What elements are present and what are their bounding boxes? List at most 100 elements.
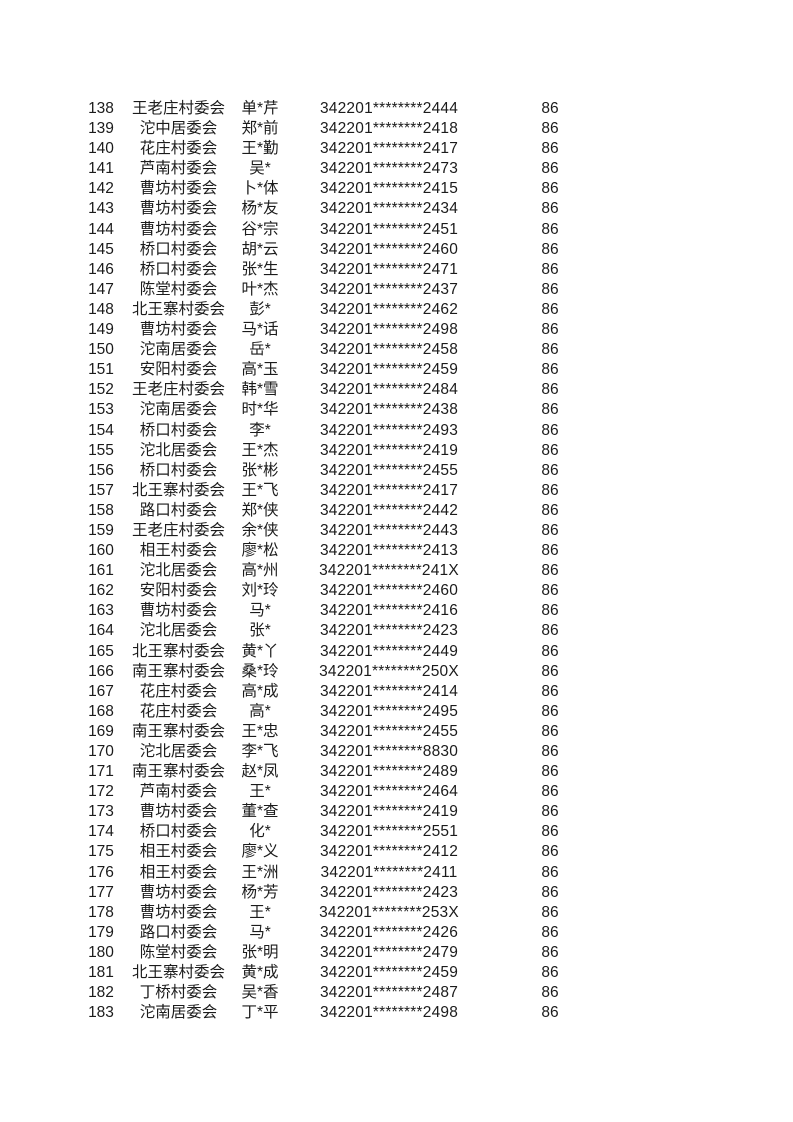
organization-cell: 曹坊村委会: [139, 803, 218, 821]
table-row: 180 陈堂村委会 张*明 342201********2479 86: [71, 943, 616, 963]
id-number-masked-cell: 342201********2415: [319, 180, 459, 198]
organization-cell: 北王寨村委会: [131, 300, 225, 318]
row-number-cell: 152: [88, 381, 114, 399]
id-number-masked-cell: 342201********2416: [319, 602, 459, 620]
organization-cell: 桥口村委会: [139, 823, 218, 841]
table-row: 146 桥口村委会 张*生 342201********2471 86: [71, 260, 616, 280]
score-cell: 86: [541, 542, 559, 560]
organization-cell: 曹坊村委会: [139, 200, 218, 218]
person-name-cell: 桑*玲: [241, 662, 279, 680]
score-cell: 86: [541, 702, 559, 720]
row-number-cell: 169: [88, 722, 114, 740]
id-number-masked-cell: 342201********2418: [319, 120, 459, 138]
person-name-cell: 单*芹: [241, 100, 279, 117]
id-number-masked-cell: 342201********2459: [319, 361, 459, 379]
person-name-cell: 高*州: [241, 562, 279, 580]
table-row: 170 沱北居委会 李*飞 342201********8830 86: [71, 742, 616, 762]
table-row: 148 北王寨村委会 彭* 342201********2462 86: [71, 300, 616, 320]
row-number-cell: 183: [88, 1004, 114, 1022]
organization-cell: 花庄村委会: [139, 140, 218, 158]
score-cell: 86: [541, 381, 559, 399]
row-number-cell: 144: [88, 220, 114, 238]
id-number-masked-cell: 342201********241X: [319, 562, 459, 580]
person-name-cell: 岳*: [249, 341, 271, 359]
id-number-masked-cell: 342201********2471: [319, 260, 459, 278]
id-number-masked-cell: 342201********2479: [319, 943, 459, 961]
id-number-masked-cell: 342201********2444: [319, 100, 459, 117]
organization-cell: 陈堂村委会: [139, 280, 218, 298]
score-cell: 86: [541, 160, 559, 178]
id-number-masked-cell: 342201********2426: [319, 923, 459, 941]
id-number-masked-cell: 342201********2414: [319, 682, 459, 700]
row-number-cell: 162: [88, 582, 114, 600]
id-number-masked-cell: 342201********2460: [319, 582, 459, 600]
row-number-cell: 159: [88, 521, 114, 539]
row-number-cell: 146: [88, 260, 114, 278]
score-cell: 86: [541, 140, 559, 158]
organization-cell: 沱北居委会: [139, 562, 218, 580]
score-cell: 86: [541, 903, 559, 921]
id-number-masked-cell: 342201********253X: [319, 903, 459, 921]
person-name-cell: 高*玉: [241, 361, 279, 379]
organization-cell: 桥口村委会: [139, 461, 218, 479]
score-cell: 86: [541, 501, 559, 519]
score-cell: 86: [541, 803, 559, 821]
row-number-cell: 150: [88, 341, 114, 359]
table-row: 147 陈堂村委会 叶*杰 342201********2437 86: [71, 280, 616, 300]
score-cell: 86: [541, 100, 559, 117]
table-row: 165 北王寨村委会 黄*丫 342201********2449 86: [71, 642, 616, 662]
table-row: 153 沱南居委会 时*华 342201********2438 86: [71, 400, 616, 420]
organization-cell: 陈堂村委会: [139, 943, 218, 961]
person-name-cell: 张*彬: [241, 461, 279, 479]
table-row: 166 南王寨村委会 桑*玲 342201********250X 86: [71, 662, 616, 682]
score-cell: 86: [541, 863, 559, 881]
score-cell: 86: [541, 622, 559, 640]
organization-cell: 曹坊村委会: [139, 883, 218, 901]
organization-cell: 路口村委会: [139, 501, 218, 519]
person-name-cell: 王*飞: [241, 481, 279, 499]
table-row: 163 曹坊村委会 马* 342201********2416 86: [71, 601, 616, 621]
organization-cell: 丁桥村委会: [139, 984, 218, 1002]
person-name-cell: 赵*凤: [241, 763, 279, 781]
id-number-masked-cell: 342201********2419: [319, 803, 459, 821]
row-number-cell: 145: [88, 240, 114, 258]
organization-cell: 曹坊村委会: [139, 321, 218, 339]
person-name-cell: 杨*友: [241, 200, 279, 218]
table-row: 161 沱北居委会 高*州 342201********241X 86: [71, 561, 616, 581]
organization-cell: 安阳村委会: [139, 361, 218, 379]
id-number-masked-cell: 342201********2462: [319, 300, 459, 318]
table-row: 144 曹坊村委会 谷*宗 342201********2451 86: [71, 220, 616, 240]
id-number-masked-cell: 342201********2464: [319, 783, 459, 801]
id-number-masked-cell: 342201********2455: [319, 722, 459, 740]
table-row: 157 北王寨村委会 王*飞 342201********2417 86: [71, 481, 616, 501]
table-row: 169 南王寨村委会 王*忠 342201********2455 86: [71, 722, 616, 742]
table-row: 167 花庄村委会 高*成 342201********2414 86: [71, 682, 616, 702]
table-row: 173 曹坊村委会 董*查 342201********2419 86: [71, 802, 616, 822]
organization-cell: 桥口村委会: [139, 240, 218, 258]
person-name-cell: 杨*芳: [241, 883, 279, 901]
table-row: 139 沱中居委会 郑*前 342201********2418 86: [71, 119, 616, 139]
table-row: 172 芦南村委会 王* 342201********2464 86: [71, 782, 616, 802]
id-number-masked-cell: 342201********2484: [319, 381, 459, 399]
row-number-cell: 171: [88, 763, 114, 781]
row-number-cell: 139: [88, 120, 114, 138]
person-name-cell: 高*: [249, 702, 271, 720]
score-cell: 86: [541, 923, 559, 941]
table-row: 156 桥口村委会 张*彬 342201********2455 86: [71, 461, 616, 481]
person-name-cell: 卜*体: [241, 180, 279, 198]
person-name-cell: 郑*侠: [241, 501, 279, 519]
score-cell: 86: [541, 280, 559, 298]
row-number-cell: 170: [88, 743, 114, 760]
row-number-cell: 161: [88, 562, 114, 580]
table-row: 145 桥口村委会 胡*云 342201********2460 86: [71, 240, 616, 260]
organization-cell: 北王寨村委会: [131, 481, 225, 499]
id-number-masked-cell: 342201********2438: [319, 401, 459, 419]
person-name-cell: 李*飞: [241, 743, 279, 760]
person-name-cell: 王*: [249, 783, 271, 801]
score-cell: 86: [541, 984, 559, 1002]
organization-cell: 曹坊村委会: [139, 903, 218, 921]
id-number-masked-cell: 342201********250X: [319, 662, 459, 680]
organization-cell: 沱北居委会: [139, 441, 218, 459]
person-name-cell: 高*成: [241, 682, 279, 700]
